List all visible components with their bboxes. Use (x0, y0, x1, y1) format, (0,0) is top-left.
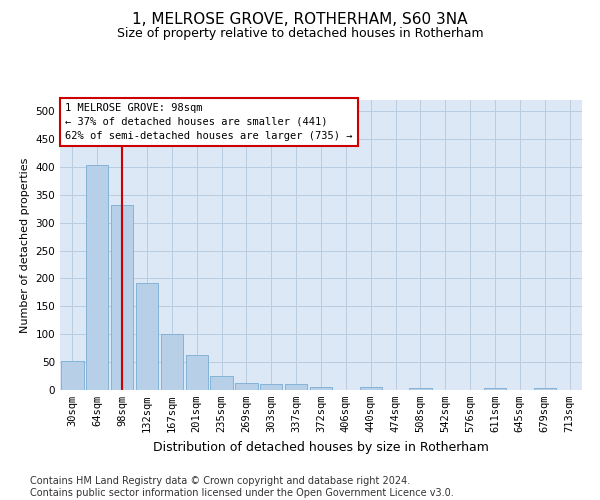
Y-axis label: Number of detached properties: Number of detached properties (20, 158, 30, 332)
Bar (359, 387, 382, 390)
Bar (409, 388, 431, 390)
Bar (136, 284, 158, 390)
Bar (185, 356, 208, 390)
Bar (111, 205, 133, 390)
Text: 1, MELROSE GROVE, ROTHERHAM, S60 3NA: 1, MELROSE GROVE, ROTHERHAM, S60 3NA (132, 12, 468, 28)
Bar (61, 361, 83, 390)
Bar (235, 383, 257, 390)
Bar (533, 388, 556, 390)
Bar (161, 334, 183, 390)
Bar (260, 384, 283, 390)
Text: Size of property relative to detached houses in Rotherham: Size of property relative to detached ho… (116, 28, 484, 40)
Bar (484, 388, 506, 390)
Text: Contains HM Land Registry data © Crown copyright and database right 2024.
Contai: Contains HM Land Registry data © Crown c… (30, 476, 454, 498)
Bar (285, 384, 307, 390)
Bar (211, 376, 233, 390)
X-axis label: Distribution of detached houses by size in Rotherham: Distribution of detached houses by size … (153, 440, 489, 454)
Text: 1 MELROSE GROVE: 98sqm
← 37% of detached houses are smaller (441)
62% of semi-de: 1 MELROSE GROVE: 98sqm ← 37% of detached… (65, 103, 353, 141)
Bar (86, 165, 109, 390)
Bar (310, 386, 332, 390)
